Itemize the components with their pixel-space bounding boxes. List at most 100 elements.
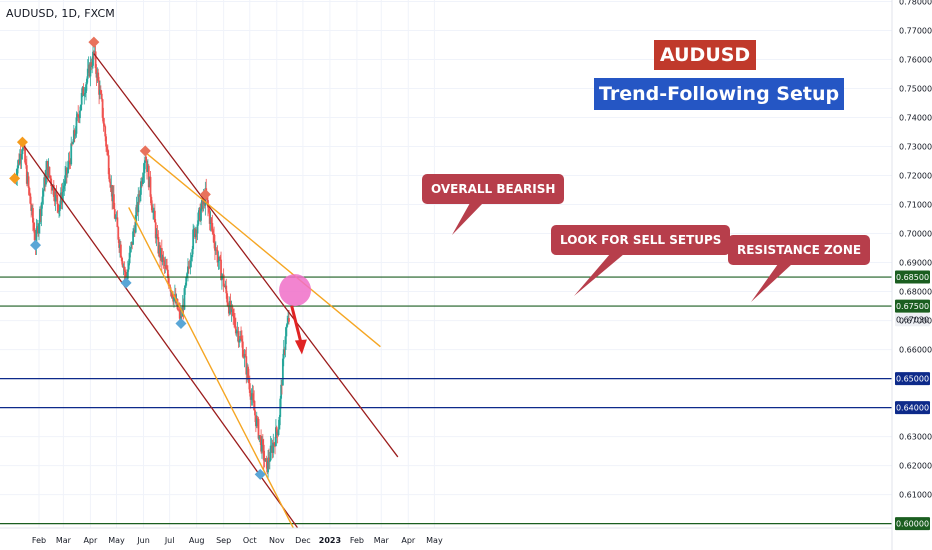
candle-body: [50, 178, 53, 187]
horizontal-levels[interactable]: 0.68500 0.67500 0.65000 0.64000 0.60000 0.670…: [0, 270, 930, 531]
candle-body: [247, 366, 249, 378]
candle-body: [248, 377, 250, 384]
candle-body: [197, 212, 200, 225]
x-tick-label: Mar: [56, 536, 72, 545]
candle-body: [48, 166, 51, 176]
y-tick-label: 0.75000: [899, 84, 932, 93]
x-tick-label: Feb: [32, 536, 46, 545]
candle-body: [130, 242, 133, 249]
callout-sell-setups: LOOK FOR SELL SETUPS: [551, 225, 731, 255]
level-tag: [895, 270, 930, 284]
level-tag: [895, 517, 930, 531]
candle-body: [86, 68, 89, 79]
candle-body: [269, 445, 272, 461]
candle-body: [80, 92, 83, 105]
candle-body: [134, 215, 137, 233]
candle-body: [120, 257, 123, 262]
candle-body: [278, 416, 281, 430]
candle-body: [79, 110, 81, 119]
x-tick-label: Apr: [401, 536, 416, 545]
trendline-orange-lower: [128, 207, 294, 529]
candle-body: [29, 193, 32, 204]
candle-body: [94, 51, 97, 69]
candle-body: [252, 393, 255, 401]
candle-body: [32, 208, 34, 223]
y-tick-label: 0.66000: [899, 346, 932, 355]
candle-body: [145, 156, 148, 161]
x-tick-label: Feb: [350, 536, 364, 545]
candle-body: [149, 176, 152, 197]
candle-body: [105, 136, 107, 147]
candle-body: [221, 275, 223, 281]
candle-body: [183, 288, 186, 310]
candle-body: [176, 298, 179, 310]
candle-body: [72, 130, 75, 143]
candle-body: [117, 227, 120, 240]
candle-body: [157, 236, 160, 254]
candle-body: [151, 205, 154, 213]
candle-body: [206, 197, 208, 201]
candle-body: [17, 160, 19, 169]
candle-body: [259, 435, 262, 437]
candle-body: [16, 168, 19, 179]
candle-body: [233, 315, 235, 319]
y-tick-label: 0.78000: [899, 0, 932, 6]
y-tick-label: 0.71000: [899, 201, 932, 210]
candle-body: [212, 230, 215, 234]
pivot-high-marker: [88, 36, 100, 48]
candle-body: [89, 62, 92, 77]
candle-body: [210, 218, 213, 223]
candle-body: [142, 173, 145, 178]
candle-body: [280, 384, 283, 399]
candle-body: [231, 305, 234, 310]
candle-body: [129, 248, 132, 253]
candle-body: [285, 326, 288, 337]
y-tick-label: 0.76000: [899, 55, 932, 64]
candle-body: [54, 191, 57, 202]
candle-body: [238, 340, 241, 343]
candle-body: [123, 266, 126, 271]
candle-body: [106, 146, 108, 150]
candle-body: [222, 274, 225, 287]
x-tick-label: Apr: [83, 536, 98, 545]
candle-body: [160, 248, 163, 262]
candle-body: [111, 184, 114, 202]
candle-body: [173, 297, 175, 302]
candle-body: [99, 89, 102, 94]
candle-body: [181, 304, 184, 317]
candle-body: [180, 316, 183, 317]
candle-body: [106, 149, 109, 156]
candle-body: [86, 78, 88, 85]
callout-pointer-sell: [574, 254, 624, 296]
candle-body: [167, 269, 169, 279]
level-tag: [895, 401, 930, 415]
candle-body: [187, 266, 190, 268]
candle-body: [245, 356, 248, 375]
candle-body: [272, 442, 275, 453]
y-tick-label: 0.63000: [899, 433, 932, 442]
candle-body: [281, 358, 284, 386]
candle-body: [154, 222, 157, 239]
candle-body: [126, 269, 129, 279]
candle-body: [21, 149, 24, 155]
y-tick-label: 0.77000: [899, 26, 932, 35]
candle-body: [171, 291, 174, 298]
pivot-markers: [9, 36, 266, 480]
candle-body: [143, 162, 146, 174]
candle-body: [35, 228, 38, 247]
level-tag-label: 0.64000: [896, 404, 929, 413]
candle-body: [118, 239, 121, 248]
trendlines[interactable]: [21, 53, 399, 529]
candle-body: [268, 457, 270, 462]
candle-body: [59, 204, 61, 211]
x-tick-label: Dec: [295, 536, 310, 545]
candle-body: [27, 176, 30, 188]
candle-body: [163, 260, 166, 266]
candle-body: [275, 427, 277, 446]
pivot-high-marker: [9, 172, 21, 184]
annotations: [279, 203, 792, 355]
candle-body: [288, 318, 290, 322]
y-tick-label: 0.72000: [899, 172, 932, 181]
